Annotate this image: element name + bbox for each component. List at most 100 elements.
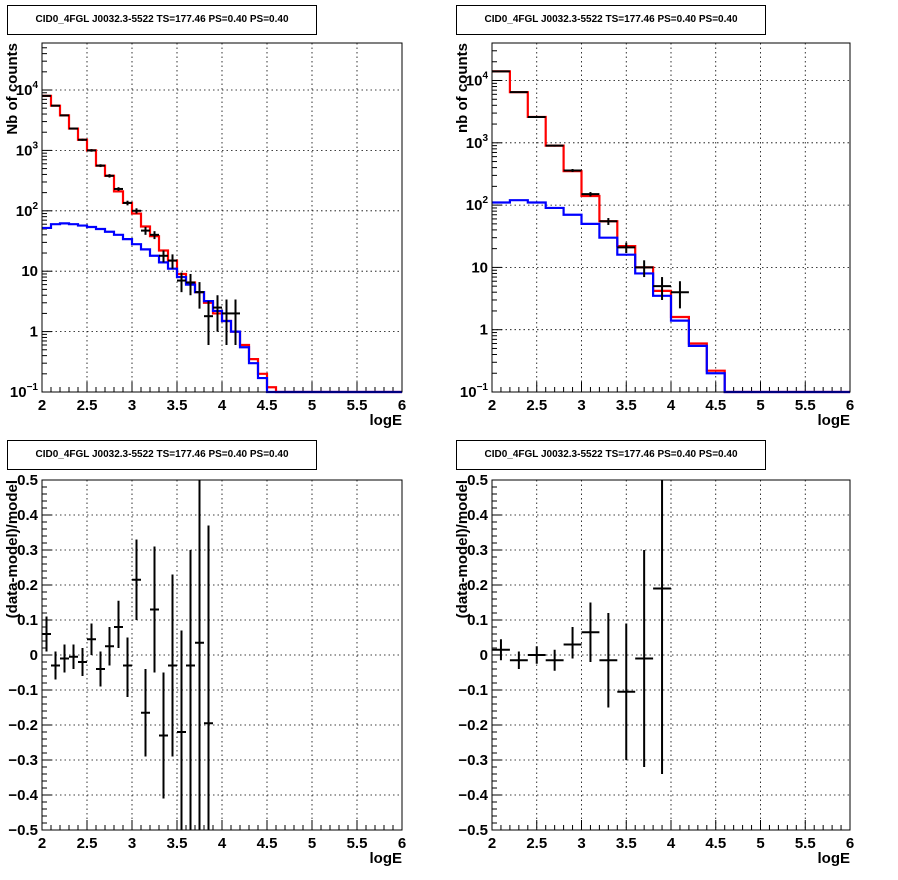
x-tick-label: 4.5: [257, 835, 278, 852]
x-tick-label: 2: [38, 835, 46, 852]
data-point: [132, 539, 141, 620]
y-axis-label: Nb of counts: [4, 43, 21, 135]
y-tick-label: 0.3: [467, 542, 488, 559]
x-tick-label: 4.5: [705, 835, 726, 852]
data-point: [69, 644, 78, 669]
x-tick-label: 4: [667, 835, 676, 852]
y-tick-label: −0.2: [458, 717, 488, 734]
x-tick-label: 4: [218, 397, 227, 414]
data-point: [195, 480, 204, 830]
data-point: [51, 651, 60, 680]
data-point: [132, 208, 141, 214]
panel-title: CID0_4FGL J0032.3-5522 TS=177.46 PS=0.40…: [7, 440, 317, 470]
chart-residuals-right: 2 2.5 3 3.5 4 4.5 5 5.5 6 −0.5 −0.4 −0.3 −0.2 −0.1 0 0.…: [454, 472, 854, 867]
data-point: [545, 144, 564, 147]
x-tick-label: 3.5: [167, 835, 188, 852]
x-tick-label: 5.5: [347, 397, 368, 414]
data-point: [545, 649, 564, 671]
panel-title-text: CID0_4FGL J0032.3-5522 TS=177.46 PS=0.40…: [35, 14, 289, 25]
y-tick-label: 0.4: [17, 507, 39, 524]
data-point: [213, 295, 222, 332]
data-point: [78, 648, 87, 676]
y-tick-label: 103: [16, 140, 39, 159]
plot-frame: [41, 42, 403, 393]
data-point: [635, 260, 654, 278]
data-point: [114, 187, 123, 191]
y-axis-label: nb of counts: [454, 43, 471, 133]
y-tick-label: 104: [466, 71, 489, 90]
data-point: [123, 637, 132, 697]
grid: [492, 43, 850, 392]
y-tick-label: 0.2: [17, 577, 38, 594]
data-points: [42, 94, 240, 345]
x-tick-label: 3: [128, 397, 136, 414]
x-axis-label: logE: [818, 850, 851, 867]
x-tick-label: 2.5: [526, 397, 547, 414]
x-tick-label: 5.5: [795, 397, 816, 414]
y-tick-label: 0.5: [17, 472, 38, 489]
x-tick-label: 3: [577, 835, 585, 852]
data-point: [671, 281, 689, 309]
data-point: [527, 115, 546, 118]
data-point: [231, 299, 240, 345]
data-point: [617, 623, 636, 760]
chart-counts-left: 2 2.5 3 3.5 4 4.5 5 5.5 6 10−1 1 10 102 103 104 logE Nb …: [4, 42, 406, 429]
data-points: [492, 70, 689, 309]
data-point: [581, 602, 600, 662]
data-point: [186, 273, 195, 296]
data-point: [87, 149, 96, 152]
x-tick-label: 2: [38, 397, 46, 414]
y-tick-label: −0.4: [458, 787, 488, 804]
data-point: [168, 574, 177, 757]
data-point: [204, 525, 213, 830]
data-point: [60, 644, 69, 673]
y-tick-label: 102: [16, 201, 39, 220]
y-tick-label: 0.1: [467, 612, 488, 629]
axis-ticks: [491, 479, 851, 831]
x-axis-label: logE: [818, 412, 851, 429]
data-point: [617, 242, 636, 254]
x-tick-label: 4.5: [705, 397, 726, 414]
data-points: [492, 480, 671, 774]
panel-counts-right: CID0_4FGL J0032.3-5522 TS=177.46 PS=0.40…: [449, 0, 898, 437]
plot-frame: [491, 479, 851, 831]
y-tick-label: 102: [466, 195, 489, 214]
y-tick-label: 0.1: [17, 612, 38, 629]
data-point: [69, 127, 78, 130]
y-tick-label: 0.3: [17, 542, 38, 559]
x-tick-label: 2.5: [77, 835, 98, 852]
data-point: [653, 277, 671, 300]
x-tick-label: 3.5: [616, 397, 637, 414]
plot-area: [492, 43, 850, 392]
data-point: [581, 192, 600, 197]
x-tick-label: 3.5: [616, 835, 637, 852]
data-point: [177, 630, 186, 830]
data-point: [159, 672, 168, 799]
y-tick-label: −0.5: [458, 822, 488, 839]
data-point: [114, 600, 123, 648]
x-tick-label: 2.5: [526, 835, 547, 852]
data-point: [51, 104, 60, 107]
x-tick-label: 6: [398, 835, 406, 852]
grid: [42, 480, 402, 830]
y-tick-label: −0.3: [8, 752, 38, 769]
panel-title: CID0_4FGL J0032.3-5522 TS=177.46 PS=0.40…: [456, 440, 766, 470]
data-point: [195, 282, 204, 309]
data-point: [78, 138, 87, 141]
y-tick-label: 10: [21, 263, 38, 280]
plot-area: [42, 43, 402, 392]
data-point: [186, 550, 195, 830]
panel-title: CID0_4FGL J0032.3-5522 TS=177.46 PS=0.40…: [7, 5, 317, 35]
y-tick-label: 104: [16, 80, 39, 99]
data-point: [204, 301, 213, 345]
data-point: [599, 613, 618, 708]
y-tick-label: 10: [471, 259, 488, 276]
y-tick-label: −0.1: [8, 682, 38, 699]
y-tick-label: 0.5: [467, 472, 488, 489]
data-point: [492, 70, 510, 73]
data-point: [222, 299, 231, 345]
y-tick-label: 0: [480, 647, 488, 664]
y-tick-label: −0.3: [458, 752, 488, 769]
y-tick-label: 10−1: [460, 382, 489, 401]
y-tick-label: 103: [466, 133, 489, 152]
